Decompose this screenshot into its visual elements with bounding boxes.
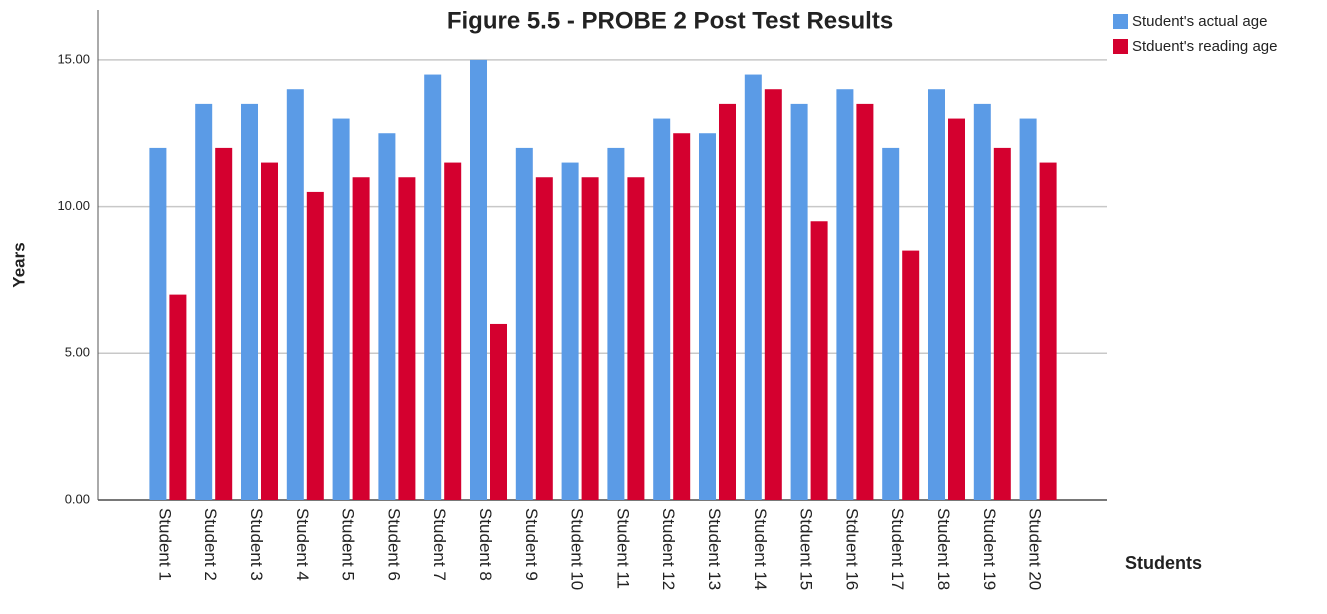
bar — [561, 162, 579, 501]
bar — [627, 177, 645, 500]
x-tick-label: Student 3 — [247, 508, 266, 581]
bar — [882, 147, 900, 501]
x-tick-label: Student 19 — [980, 508, 999, 590]
bar — [948, 118, 965, 501]
legend-swatch — [1113, 39, 1128, 54]
x-tick-label: Student 9 — [522, 508, 541, 581]
bar — [993, 147, 1011, 501]
x-tick-label: Student 20 — [1026, 508, 1045, 590]
x-tick-label: Student 12 — [659, 508, 678, 590]
x-tick-label: Student 8 — [476, 508, 495, 581]
bar — [306, 191, 324, 500]
legend-label: Stduent's reading age — [1132, 38, 1277, 55]
x-tick-label: Student 13 — [705, 508, 724, 590]
bar — [790, 103, 808, 500]
bar — [241, 103, 258, 500]
bar — [1019, 118, 1037, 501]
bar — [424, 74, 442, 500]
x-tick-label: Student 6 — [384, 508, 403, 581]
x-tick-label: Student 18 — [934, 508, 953, 590]
y-tick-label: 0.00 — [65, 491, 90, 506]
bar — [470, 59, 487, 500]
bar — [490, 323, 507, 500]
bar — [535, 177, 553, 500]
bar — [515, 147, 533, 501]
x-tick-label: Student 5 — [339, 508, 358, 581]
bar — [928, 89, 945, 500]
legend-label: Student's actual age — [1132, 13, 1267, 30]
bar — [261, 162, 278, 501]
x-tick-label: Student 7 — [430, 508, 449, 581]
bar — [856, 103, 874, 500]
bar — [444, 162, 462, 501]
x-axis-label: Students — [1125, 553, 1202, 573]
bar — [378, 133, 396, 501]
bar — [719, 103, 736, 500]
bar — [607, 147, 625, 501]
bar — [744, 74, 762, 500]
x-tick-label: Student 10 — [568, 508, 587, 590]
bar — [169, 294, 187, 500]
x-tick-label: Student 4 — [293, 508, 312, 581]
bar — [673, 133, 691, 501]
y-axis-label: Years — [9, 242, 28, 287]
bar — [286, 89, 304, 500]
y-tick-label: 10.00 — [57, 198, 90, 213]
bar — [1039, 162, 1057, 501]
bar — [810, 221, 828, 500]
bar — [581, 177, 599, 500]
bar — [332, 118, 350, 501]
x-tick-label: Student 14 — [751, 508, 770, 590]
x-tick-label: Stduent 16 — [842, 508, 861, 590]
bar — [699, 133, 716, 501]
x-tick-label: Student 2 — [201, 508, 220, 581]
y-tick-label: 5.00 — [65, 345, 90, 360]
x-tick-label: Student 17 — [888, 508, 907, 590]
x-tick-label: Student 11 — [613, 508, 632, 589]
bar — [195, 103, 213, 500]
bar — [653, 118, 671, 501]
y-tick-label: 15.00 — [57, 51, 90, 66]
x-tick-label: Stduent 15 — [797, 508, 816, 590]
bar — [149, 147, 167, 501]
bar — [215, 147, 233, 501]
legend-swatch — [1113, 14, 1128, 29]
bar — [398, 177, 416, 500]
bar — [836, 89, 854, 500]
chart-title: Figure 5.5 - PROBE 2 Post Test Results — [447, 7, 893, 34]
x-tick-label: Student 1 — [155, 508, 174, 581]
bar — [902, 250, 920, 500]
bar — [352, 177, 370, 500]
bar — [973, 103, 991, 500]
bar — [764, 89, 782, 500]
